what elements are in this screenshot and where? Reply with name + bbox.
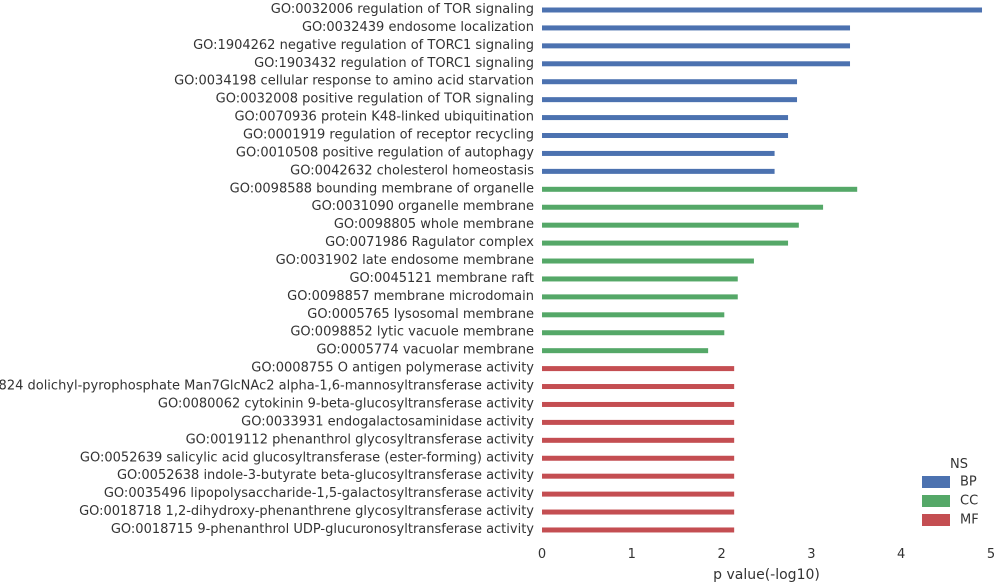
category-label: GO:0032008 positive regulation of TOR si… (216, 92, 534, 107)
bars-layer (542, 7, 983, 533)
category-labels: GO:0032006 regulation of TOR signaling GO… (0, 2, 534, 537)
category-label: GO:1903432 regulation of TORC1 signaling (254, 56, 534, 71)
bar-cc (542, 258, 754, 264)
bar-bp (542, 97, 798, 103)
category-label: GO:0010508 positive regulation of autoph… (236, 145, 534, 160)
bar-bp (542, 115, 789, 121)
legend: NS BP CC MF (922, 457, 979, 528)
category-label: GO:0034198 cellular response to amino ac… (174, 74, 534, 89)
bar-cc (542, 348, 709, 354)
legend-entry-mf: MF (960, 513, 979, 528)
category-label: GO:0005765 lysosomal membrane (307, 307, 534, 322)
bar-mf (542, 527, 735, 533)
category-label: GO:0071986 Ragulator complex (325, 235, 534, 250)
x-tick-label: 0 (538, 547, 546, 562)
bar-bp (542, 43, 851, 49)
bar-cc (542, 222, 799, 228)
legend-title: NS (950, 457, 968, 472)
bar-cc (542, 204, 824, 210)
category-label: GO:0019112 phenanthrol glycosyltransfera… (186, 432, 535, 447)
category-label: GO:0052638 indole-3-butyrate beta-glucos… (117, 468, 534, 483)
category-label: GO:0052824 dolichyl-pyrophosphate Man7Gl… (0, 379, 534, 394)
category-label: GO:0001919 regulation of receptor recycl… (243, 128, 534, 143)
category-label: GO:0045121 membrane raft (349, 271, 534, 286)
bar-mf (542, 455, 735, 461)
category-label: GO:0052639 salicylic acid glucosyltransf… (80, 450, 534, 465)
bar-cc (542, 330, 725, 336)
x-tick-label: 4 (897, 547, 905, 562)
bar-cc (542, 240, 789, 246)
category-label: GO:0031902 late endosome membrane (276, 253, 534, 268)
bar-mf (542, 401, 735, 407)
bar-bp (542, 79, 798, 85)
category-label: GO:0098852 lytic vacuole membrane (290, 325, 534, 340)
category-label: GO:0018718 1,2-dihydroxy-phenanthrene gl… (79, 504, 534, 519)
legend-entry-bp: BP (960, 475, 977, 490)
bar-mf (542, 491, 735, 497)
category-label: GO:0098588 bounding membrane of organell… (230, 181, 534, 196)
x-axis-ticks: 0 1 2 3 4 5 (538, 547, 995, 562)
x-tick-label: 1 (628, 547, 636, 562)
bar-bp (542, 133, 789, 139)
bar-mf (542, 384, 735, 390)
bar-bp (542, 61, 851, 67)
bar-bp (542, 7, 983, 13)
bar-mf (542, 419, 735, 425)
category-label: GO:0005774 vacuolar membrane (316, 343, 534, 358)
bar-cc (542, 186, 858, 192)
category-label: GO:0018715 9-phenanthrol UDP-glucuronosy… (111, 522, 534, 537)
legend-swatch-cc (922, 495, 950, 507)
x-tick-label: 5 (987, 547, 995, 562)
category-label: GO:0008755 O antigen polymerase activity (251, 361, 534, 376)
bar-mf (542, 473, 735, 479)
category-label: GO:0032439 endosome localization (302, 20, 534, 35)
bar-bp (542, 168, 775, 174)
category-label: GO:0042632 cholesterol homeostasis (290, 163, 534, 178)
bar-cc (542, 312, 725, 318)
bar-mf (542, 509, 735, 515)
bar-bp (542, 150, 775, 156)
x-tick-label: 2 (717, 547, 725, 562)
legend-entry-cc: CC (960, 494, 978, 509)
legend-swatch-mf (922, 514, 950, 526)
x-axis-label: p value(-log10) (713, 567, 820, 583)
category-label: GO:0098805 whole membrane (334, 217, 534, 232)
category-label: GO:0080062 cytokinin 9-beta-glucosyltran… (158, 396, 534, 411)
legend-swatch-bp (922, 476, 950, 488)
category-label: GO:0033931 endogalactosaminidase activit… (241, 414, 534, 429)
bar-bp (542, 25, 851, 31)
category-label: GO:0070936 protein K48-linked ubiquitina… (234, 110, 534, 125)
category-label: GO:0031090 organelle membrane (312, 199, 535, 214)
bar-cc (542, 294, 738, 300)
bar-mf (542, 437, 735, 443)
category-label: GO:1904262 negative regulation of TORC1 … (193, 38, 534, 53)
bar-cc (542, 276, 738, 282)
category-label: GO:0098857 membrane microdomain (287, 289, 534, 304)
category-label: GO:0035496 lipopolysaccharide-1,5-galact… (104, 486, 534, 501)
bar-mf (542, 366, 735, 372)
x-tick-label: 3 (807, 547, 815, 562)
category-label: GO:0032006 regulation of TOR signaling (271, 2, 534, 17)
